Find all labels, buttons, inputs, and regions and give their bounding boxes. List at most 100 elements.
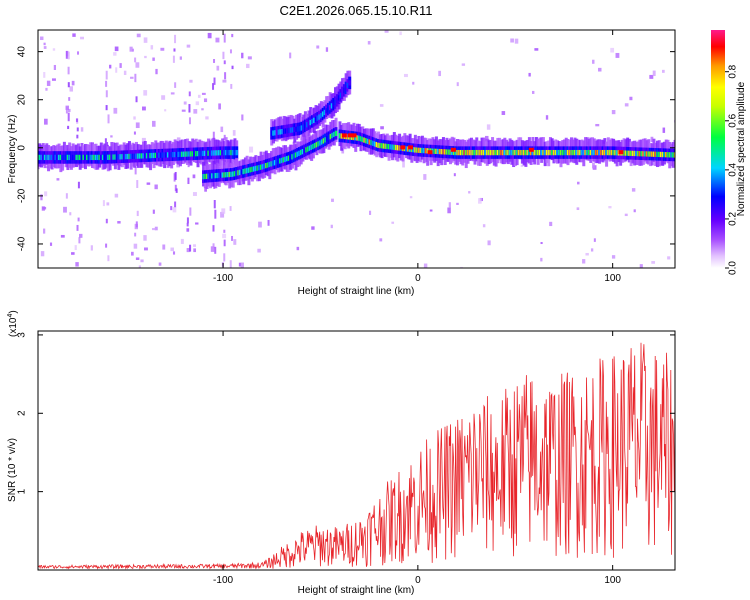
spectrogram-noise [615,52,620,58]
spectrogram-core [291,127,295,133]
spectrogram-core [472,149,475,156]
spectrogram-core [479,149,482,156]
snr-y-ticks: 1 2 3 [17,332,675,494]
spectrogram-core [340,133,343,139]
spectrogram-noise [43,72,46,78]
spectrogram-core [482,149,485,156]
spectrogram-streak [172,55,175,63]
spectrogram-core [512,149,515,156]
spectrogram-noise [598,67,602,72]
snr-y-tick-label: 3 [17,332,28,338]
spectrogram-noise [403,73,408,78]
spectrogram-noise [585,252,589,256]
spectrogram-core [643,151,647,157]
spectrogram-noise [203,98,208,103]
spectrogram-core [352,134,356,141]
spectrogram-core [263,163,266,169]
spectrogram-core [152,152,156,159]
spectrogram-core [394,144,398,151]
spectrogram-noise [45,87,48,91]
spectrogram-streak [136,180,139,189]
spectrogram-noise [176,137,181,144]
spectrogram-core [517,149,521,156]
spectrogram-core [454,149,457,156]
spectrogram-core [461,149,464,156]
spectrogram-core [565,149,568,156]
spectrogram-streak [214,209,217,219]
spectrogram-noise [129,46,133,52]
snr-x-ticks: -100 0 100 [213,331,621,586]
spectrogram-core [610,149,614,156]
spectrogram-noise [195,222,199,225]
spectrogram-core [594,149,598,156]
spectrogram-core [288,127,291,134]
spectrogram-noise [40,194,43,201]
spectrogram-core [305,122,309,128]
spectrogram-core [566,149,570,156]
spectrogram-core [500,149,503,156]
spectrogram-core [433,148,436,154]
spectrogram-noise [384,30,389,33]
spectrogram-noise [79,233,83,238]
spectrogram-core [393,144,396,150]
spectrogram-streak [105,90,108,98]
spectrogram-core [354,135,357,141]
spectrogram-core [101,154,105,161]
spectrogram-core [47,154,50,161]
spectrogram-noise [40,251,45,257]
snr-panel: -100 0 100 1 2 3 Height of straight line (km… [7,310,676,596]
spectrogram-streak [187,177,190,185]
spectrogram-core [249,167,252,173]
spectrogram-core [103,154,107,161]
spectrogram-marks [38,30,675,268]
spectrogram-core [307,121,311,127]
spectrogram-streak [213,199,216,209]
spectrogram-core [391,144,394,150]
spectrogram-core [122,154,126,160]
spectrogram-core [659,151,663,158]
spectrogram-core [421,147,424,154]
spectrogram-noise [186,248,190,253]
spectrogram-core [389,144,393,150]
spectrogram-noise [549,221,553,227]
spectrogram-streak [186,217,189,224]
spectrogram-core [373,141,377,147]
spectrogram-noise [402,161,405,168]
spectrogram-core [214,172,217,179]
spectrogram-streak [174,171,177,180]
spectrogram-noise [218,103,221,110]
spectrogram-streak [65,193,68,199]
spectrogram-core [622,150,626,156]
spectrogram-noise [106,202,110,206]
spectrogram-noise [534,48,539,51]
snr-multiplier-exp: 4 [7,314,14,318]
spectrogram-noise [456,82,459,87]
spectrogram-noise [162,244,166,250]
spectrogram-streak [174,82,177,88]
spectrogram-noise [592,59,595,64]
spectrogram-core [372,140,375,146]
spectrogram-core [424,148,428,154]
spectrogram-noise [289,52,292,59]
spectrogram-streak [77,217,80,222]
spectrogram-noise [142,106,146,111]
spectrogram-core [133,153,136,159]
spectrogram-noise [110,135,113,138]
spectrogram-core [166,152,170,158]
spectrogram-noise [138,265,141,268]
spectrogram-noise [582,259,586,264]
spectrogram-core [300,125,304,131]
spectrogram-core [326,136,329,142]
spectrogram-noise [183,101,187,105]
spectrogram-core [180,151,184,157]
spectrogram-streak [188,104,191,113]
spectrogram-core [521,149,524,156]
spectrogram-core [663,151,666,158]
spectrogram-noise [109,64,112,69]
spectrogram-streak [67,112,70,122]
spectrogram-noise [193,109,198,114]
spectrogram-streak [76,127,79,132]
spectrogram-core [217,150,221,156]
spectrogram-core [277,158,280,165]
spectrogram-core [629,150,633,156]
